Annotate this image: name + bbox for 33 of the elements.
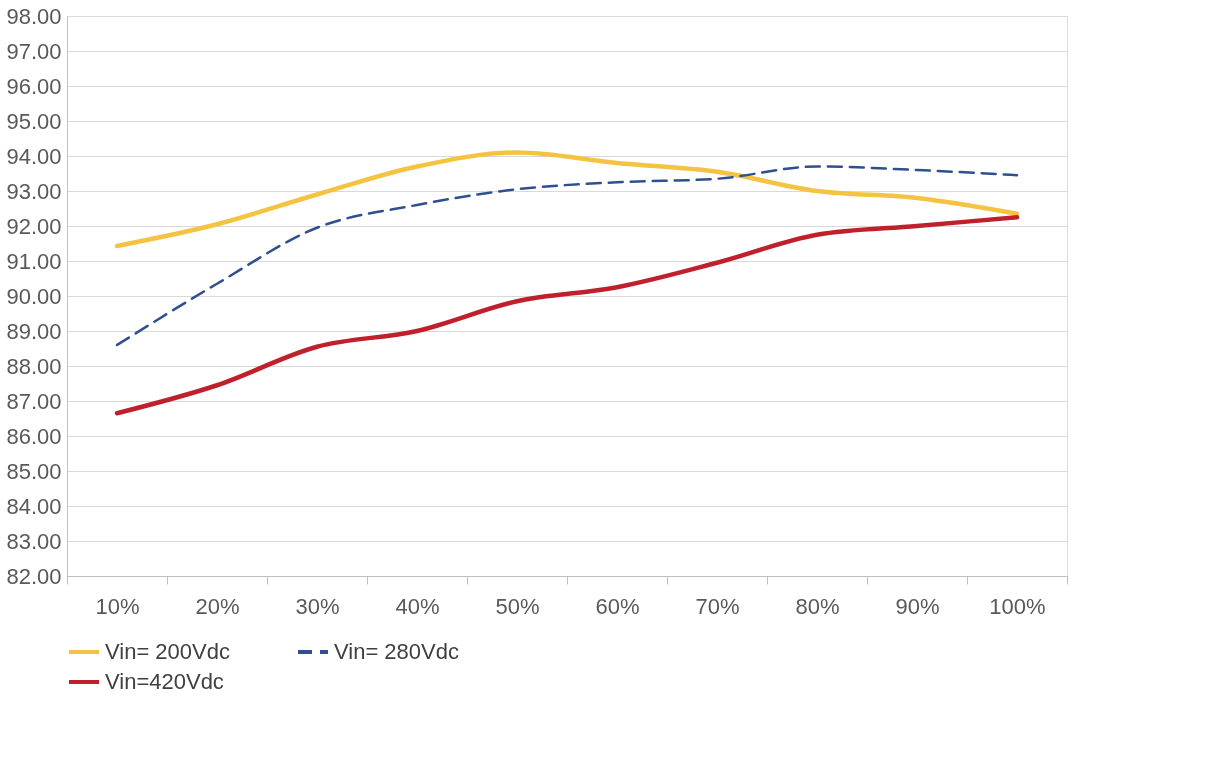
y-tick-label: 86.00 [6, 423, 62, 449]
y-tick-label: 88.00 [6, 353, 62, 379]
y-tick-label: 90.00 [6, 283, 62, 309]
x-tick-label: 90% [895, 593, 940, 619]
x-tick-label: 100% [989, 593, 1046, 619]
y-tick-label: 98.00 [6, 3, 62, 29]
legend-label: Vin= 280Vdc [334, 639, 459, 664]
y-tick-label: 96.00 [6, 73, 62, 99]
legend-label: Vin= 200Vdc [105, 639, 230, 664]
y-tick-label: 94.00 [6, 143, 62, 169]
x-tick-label: 50% [495, 593, 540, 619]
y-tick-label: 87.00 [6, 388, 62, 414]
x-tick-label: 60% [595, 593, 640, 619]
x-tick-label: 40% [395, 593, 440, 619]
y-tick-label: 82.00 [6, 563, 62, 589]
line-series [114, 215, 1020, 416]
x-tick-label: 10% [95, 593, 140, 619]
line-series [114, 150, 1020, 249]
x-tick-label: 70% [695, 593, 740, 619]
y-tick-label: 84.00 [6, 493, 62, 519]
y-tick-label: 92.00 [6, 213, 62, 239]
y-tick-label: 89.00 [6, 318, 62, 344]
y-tick-label: 85.00 [6, 458, 62, 484]
legend-label: Vin=420Vdc [105, 669, 224, 694]
line-series [115, 165, 1019, 347]
y-tick-label: 95.00 [6, 108, 62, 134]
y-tick-label: 83.00 [6, 528, 62, 554]
y-tick-label: 93.00 [6, 178, 62, 204]
y-tick-label: 91.00 [6, 248, 62, 274]
x-tick-label: 80% [795, 593, 840, 619]
x-tick-label: 30% [295, 593, 340, 619]
y-tick-label: 97.00 [6, 38, 62, 64]
x-tick-label: 20% [195, 593, 240, 619]
